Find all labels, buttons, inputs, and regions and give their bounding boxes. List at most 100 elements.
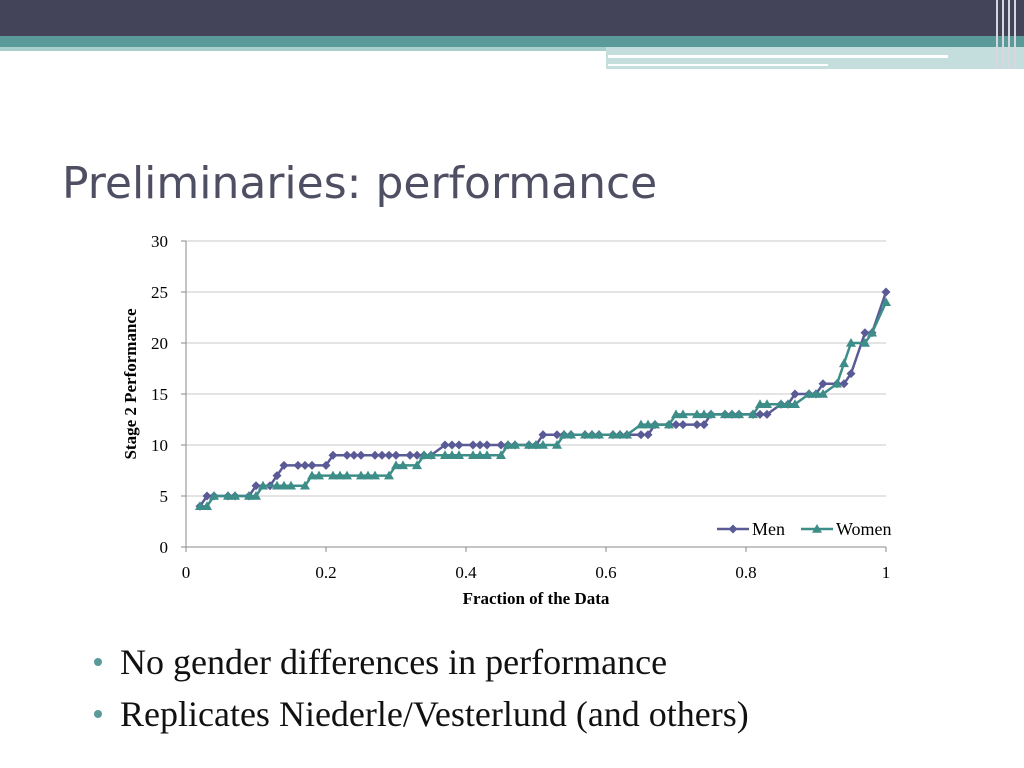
data-point-women [790, 399, 800, 408]
data-point-men [279, 460, 289, 470]
line-chart: 0 5 10 15 20 25 30 0 0.2 0.4 0.6 0.8 1 Fraction of … [121, 232, 892, 608]
chart-container: 0 5 10 15 20 25 30 0 0.2 0.4 0.6 0.8 1 Fraction of … [100, 228, 920, 618]
bullet-item: No gender differences in performance [92, 636, 749, 688]
data-point-women [615, 429, 625, 439]
data-point-women [223, 491, 233, 500]
bullet-item: Replicates Niederle/Vesterlund (and othe… [92, 688, 749, 740]
data-point-women [643, 419, 653, 429]
chart-series [195, 287, 891, 511]
header-bar-dark [0, 0, 1024, 36]
data-point-women [664, 419, 674, 429]
bullet-list: No gender differences in performance Rep… [92, 636, 749, 740]
bullet-dot-icon [94, 710, 102, 718]
data-point-men [468, 440, 478, 450]
data-point-men [251, 481, 261, 491]
bullet-text: Replicates Niederle/Vesterlund (and othe… [120, 694, 749, 734]
data-point-women [328, 470, 338, 480]
data-point-women [412, 460, 422, 470]
data-point-women [426, 450, 436, 459]
data-point-women [538, 440, 548, 449]
data-point-women [531, 440, 541, 449]
data-point-men [293, 460, 303, 470]
data-point-men [860, 328, 870, 338]
data-point-women [566, 429, 576, 439]
data-point-women [552, 440, 562, 449]
data-point-women [335, 470, 345, 480]
bullet-dot-icon [94, 658, 102, 666]
data-point-men [384, 450, 394, 460]
data-point-men [839, 379, 849, 389]
y-tick-label: 15 [151, 385, 168, 404]
series-men [195, 287, 891, 511]
data-point-women [510, 440, 520, 449]
y-tick-label: 10 [151, 436, 168, 455]
data-point-women [587, 429, 597, 439]
data-point-women [608, 429, 618, 439]
data-point-women [391, 460, 401, 470]
header-line-upper [608, 55, 948, 58]
data-point-women [811, 389, 821, 398]
data-point-men [321, 460, 331, 470]
data-point-women [258, 480, 268, 490]
y-tick-label: 30 [151, 232, 168, 251]
legend-marker-icon [728, 524, 738, 534]
y-axis-title: Stage 2 Performance [121, 308, 140, 460]
data-point-women [783, 399, 793, 408]
header-bar-light-left [0, 47, 606, 51]
data-point-women [475, 450, 485, 459]
data-point-women [202, 501, 212, 510]
x-tick-label: 0.2 [315, 563, 336, 582]
data-point-women [398, 460, 408, 470]
data-point-men [405, 450, 415, 460]
data-point-men [636, 430, 646, 440]
data-point-men [482, 440, 492, 450]
data-point-women [671, 409, 681, 419]
data-point-men [762, 409, 772, 419]
x-tick-label: 0.6 [595, 563, 616, 582]
slide-title: Preliminaries: performance [62, 158, 658, 209]
header-bar-teal [0, 36, 1024, 47]
data-point-women [748, 409, 758, 419]
legend-marker-icon [812, 524, 822, 533]
data-point-men [790, 389, 800, 399]
data-point-women [678, 409, 688, 419]
data-point-women [496, 450, 506, 459]
data-point-women [440, 450, 450, 459]
data-point-men [496, 440, 506, 450]
x-tick-label: 1 [882, 563, 891, 582]
series-women [195, 297, 891, 510]
data-point-men [300, 460, 310, 470]
data-point-men [699, 420, 709, 430]
data-point-men [447, 440, 457, 450]
legend-item-men: Men [717, 519, 785, 539]
data-point-women [286, 480, 296, 490]
data-point-women [839, 358, 849, 368]
data-point-men [356, 450, 366, 460]
series-line-men [198, 291, 888, 507]
data-point-women [244, 491, 254, 500]
data-point-men [755, 409, 765, 419]
data-point-men [818, 379, 828, 389]
data-point-women [300, 480, 310, 490]
data-point-women [251, 491, 261, 500]
data-point-women [209, 491, 219, 500]
data-point-women [727, 409, 737, 419]
data-point-men [202, 491, 212, 501]
y-tick-label: 25 [151, 283, 168, 302]
chart-axes [181, 240, 887, 552]
data-point-women [195, 501, 205, 510]
data-point-men [881, 287, 891, 297]
data-point-women [454, 450, 464, 459]
legend-item-women: Women [801, 519, 892, 539]
data-point-women [804, 389, 814, 398]
data-point-women [342, 470, 352, 480]
data-point-women [762, 399, 772, 408]
data-point-women [272, 480, 282, 490]
data-point-men [328, 450, 338, 460]
x-axis-title: Fraction of the Data [463, 589, 610, 608]
data-point-women [370, 470, 380, 480]
header-line-lower [608, 64, 828, 66]
data-point-men [643, 430, 653, 440]
data-point-women [734, 409, 744, 419]
data-point-women [559, 429, 569, 439]
